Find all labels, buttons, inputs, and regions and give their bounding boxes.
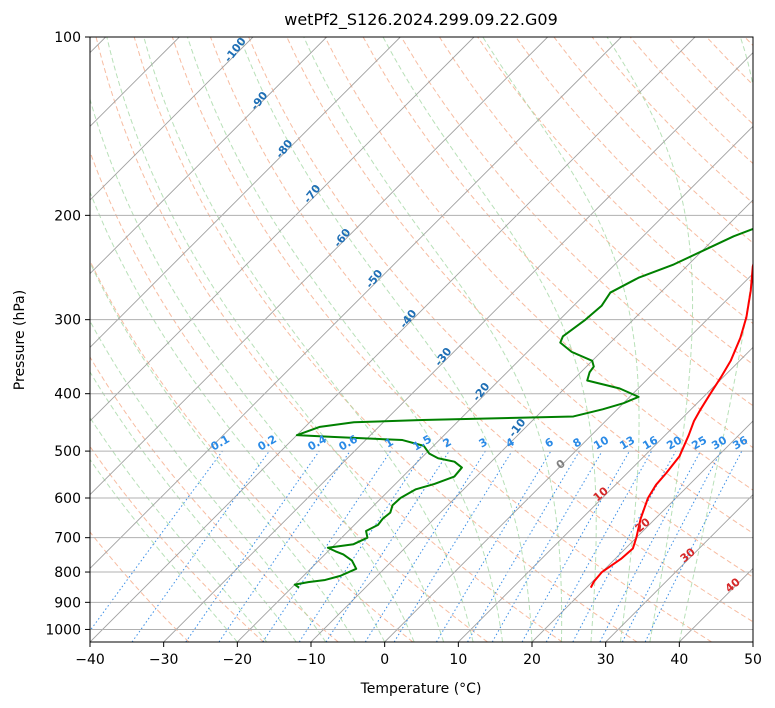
y-tick-label: 200 — [54, 208, 81, 224]
mixing-ratio-line — [545, 450, 653, 642]
isotherm-line — [384, 273, 753, 642]
x-tick-label: 0 — [380, 652, 389, 668]
x-tick-label: −20 — [223, 652, 253, 668]
dry-adiabat-line — [324, 37, 753, 491]
moist-adiabat-line — [90, 416, 268, 642]
moist-adiabat-line — [90, 261, 356, 642]
x-tick-label: −30 — [149, 652, 179, 668]
isotherm-line — [90, 37, 401, 348]
moist-adiabat-line — [482, 37, 640, 642]
isotherms — [90, 37, 753, 642]
y-tick-label: 400 — [54, 387, 81, 403]
mixing-ratio-line — [90, 450, 223, 632]
isotherm-line — [237, 125, 753, 642]
dry-adiabat-line — [90, 356, 339, 642]
isotherm-line — [90, 37, 327, 275]
isotherm-line — [90, 37, 696, 642]
y-tick-label: 600 — [54, 491, 81, 507]
x-tick-label: 20 — [523, 652, 541, 668]
moist-adiabat-line — [239, 37, 533, 642]
isotherm-line — [90, 37, 622, 569]
isotherm-line — [90, 37, 475, 422]
mixing-ratio-line — [393, 450, 513, 642]
plot-frame — [89, 36, 754, 643]
mixing-ratio-line — [298, 450, 425, 642]
mixing-ratio-line — [521, 450, 630, 642]
x-tick-label: −40 — [75, 652, 105, 668]
y-axis-label: Pressure (hPa) — [12, 290, 28, 390]
dry-adiabat-line — [248, 37, 753, 578]
x-tick-label: 40 — [670, 652, 688, 668]
moist-adiabat-line — [303, 37, 563, 642]
sounding-series — [293, 227, 753, 589]
mixing-ratio-lines — [90, 450, 743, 642]
y-tick-label: 1000 — [45, 622, 81, 638]
x-tick-label: −10 — [296, 652, 326, 668]
moist-adiabat-line — [382, 37, 597, 642]
moist-adiabat-line — [606, 37, 694, 642]
dry-adiabat-line — [90, 531, 190, 642]
x-axis-ticks: −40 −30 −20 −10 0 10 20 30 40 50 — [75, 642, 762, 668]
mixing-ratio-line — [131, 450, 270, 642]
isotherm-line — [90, 37, 548, 496]
moist-adiabats — [90, 37, 753, 642]
dry-adiabats — [90, 37, 753, 642]
isotherm-line — [531, 420, 753, 642]
x-tick-label: 30 — [597, 652, 615, 668]
moist-adiabat-line — [90, 320, 327, 642]
mixing-ratio-line — [262, 450, 392, 642]
mixing-ratio-line — [644, 450, 743, 642]
dry-adiabat-line — [90, 445, 264, 642]
y-tick-label: 700 — [54, 531, 81, 547]
thermo-background-lines — [90, 37, 753, 642]
mixing-ratio-line — [218, 450, 351, 642]
temperature-line — [589, 261, 753, 589]
dry-adiabat-line — [133, 37, 638, 642]
moist-adiabat-line — [90, 458, 238, 642]
y-tick-label: 300 — [54, 313, 81, 329]
isotherm-line — [605, 494, 753, 642]
pressure-gridlines — [90, 37, 753, 630]
dry-adiabat-line — [90, 150, 488, 642]
y-axis-ticks: 100 200 300 400 500 600 700 800 900 1000 — [45, 30, 90, 638]
y-tick-label: 500 — [54, 444, 81, 460]
isotherm-line — [310, 199, 753, 642]
dry-adiabat-line — [95, 37, 563, 642]
isotherm-line — [458, 346, 753, 642]
moist-adiabat-line — [143, 37, 474, 642]
y-tick-label: 800 — [54, 565, 81, 581]
dry-adiabat-line — [439, 37, 753, 366]
dry-adiabat-line — [171, 37, 712, 642]
y-tick-label: 900 — [54, 595, 81, 611]
dry-adiabat-line — [210, 37, 753, 623]
dry-adiabat-line — [400, 37, 753, 407]
isotherm-line — [90, 37, 254, 201]
mixing-ratio-line — [325, 450, 450, 642]
chart-title: wetPf2_S126.2024.299.09.22.G09 — [284, 10, 558, 30]
y-tick-label: 100 — [54, 30, 81, 46]
mixing-ratio-line — [185, 450, 320, 642]
isotherm-line — [163, 52, 753, 642]
dewpoint-line — [293, 227, 753, 589]
x-tick-label: 10 — [449, 652, 467, 668]
moist-adiabat-line — [106, 37, 445, 642]
moist-adiabat-line — [90, 190, 386, 642]
x-axis-label: Temperature (°C) — [360, 681, 482, 697]
moist-adiabat-line — [187, 37, 504, 642]
x-tick-label: 50 — [744, 652, 762, 668]
